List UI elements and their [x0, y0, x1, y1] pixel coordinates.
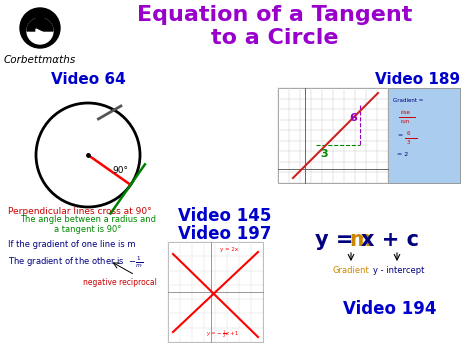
Text: x + c: x + c	[361, 230, 419, 250]
Text: Equation of a Tangent: Equation of a Tangent	[137, 5, 413, 25]
Text: 3: 3	[320, 149, 328, 159]
Text: Gradient: Gradient	[333, 266, 370, 275]
Bar	[168, 242, 263, 342]
Text: m: m	[349, 230, 371, 250]
Text: y - intercept: y - intercept	[373, 266, 424, 275]
Text: rise: rise	[401, 110, 411, 115]
Text: Perpendicular lines cross at 90°: Perpendicular lines cross at 90°	[8, 207, 152, 216]
Text: 6: 6	[407, 131, 410, 136]
Text: The gradient of the other is  $-\frac{1}{m}$: The gradient of the other is $-\frac{1}{…	[8, 255, 143, 270]
Text: 6: 6	[349, 113, 357, 123]
Text: Corbettmαths: Corbettmαths	[4, 55, 76, 65]
Text: Video 194: Video 194	[343, 300, 437, 318]
Text: negative reciprocal: negative reciprocal	[83, 278, 157, 287]
Circle shape	[20, 8, 60, 48]
Text: =: =	[397, 133, 402, 138]
Text: y =: y =	[315, 230, 361, 250]
Text: Gradient =: Gradient =	[393, 98, 423, 103]
Text: 90°: 90°	[113, 166, 128, 175]
Text: y = 2x: y = 2x	[220, 247, 238, 252]
Text: to a Circle: to a Circle	[211, 28, 339, 48]
Circle shape	[27, 18, 53, 44]
Text: Video 189: Video 189	[375, 72, 461, 87]
Bar	[278, 88, 388, 183]
Text: = 2: = 2	[397, 152, 408, 157]
Polygon shape	[36, 29, 45, 38]
Text: The angle between a radius and: The angle between a radius and	[20, 215, 156, 224]
Text: run: run	[401, 119, 410, 124]
Text: Video 145: Video 145	[178, 207, 272, 225]
Text: Video 64: Video 64	[51, 72, 126, 87]
Bar	[388, 88, 460, 183]
Text: Video 197: Video 197	[178, 225, 272, 243]
Text: If the gradient of one line is m: If the gradient of one line is m	[8, 240, 136, 249]
Wedge shape	[27, 18, 53, 31]
Circle shape	[36, 14, 44, 22]
Text: $y=-\frac{1}{2}x+1$: $y=-\frac{1}{2}x+1$	[206, 328, 239, 340]
Text: a tangent is 90°: a tangent is 90°	[55, 225, 122, 234]
Text: 3: 3	[407, 140, 410, 145]
